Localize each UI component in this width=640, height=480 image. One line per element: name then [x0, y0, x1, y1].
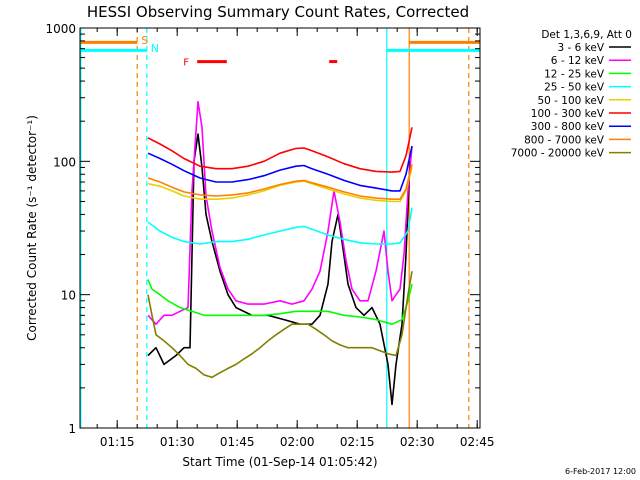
- legend-label: 25 - 50 keV: [544, 82, 605, 94]
- event-label-s: S: [141, 34, 148, 47]
- x-tick-label: 01:30: [160, 435, 195, 449]
- legend-label: 800 - 7000 keV: [524, 134, 605, 146]
- series-line-3: [147, 207, 413, 245]
- y-tick-label: 10: [61, 289, 76, 303]
- series-line-2: [147, 279, 413, 325]
- date-stamp: 6-Feb-2017 12:00: [565, 467, 636, 476]
- flare-label: F: [183, 58, 189, 69]
- plot-frame: [79, 27, 481, 429]
- x-tick-label: 02:30: [400, 435, 435, 449]
- chart-title: HESSI Observing Summary Count Rates, Cor…: [87, 3, 469, 21]
- y-tick-label: 100: [53, 155, 76, 169]
- series-line-6: [147, 145, 413, 192]
- event-label-n: N: [151, 42, 159, 55]
- x-axis-label: Start Time (01-Sep-14 01:05:42): [182, 455, 377, 469]
- legend-label: 12 - 25 keV: [544, 68, 605, 80]
- x-tick-label: 02:45: [460, 435, 495, 449]
- y-tick-label: 1000: [45, 22, 76, 36]
- series-line-5: [147, 127, 413, 173]
- x-tick-label: 02:00: [280, 435, 315, 449]
- x-tick-label: 01:45: [220, 435, 255, 449]
- series-line-8: [147, 271, 413, 379]
- legend-label: 300 - 800 keV: [531, 121, 605, 133]
- series-line-1: [147, 100, 413, 325]
- x-tick-label: 01:15: [100, 435, 135, 449]
- legend-label: 7000 - 20000 keV: [511, 148, 605, 160]
- legend-label: 50 - 100 keV: [537, 95, 604, 107]
- legend-label: 6 - 12 keV: [551, 55, 605, 67]
- series-line-7: [147, 164, 413, 200]
- y-axis-label: Corrected Count Rate (s⁻¹ detector⁻¹): [25, 115, 39, 341]
- y-tick-label: 1: [68, 422, 76, 436]
- x-tick-label: 02:15: [340, 435, 375, 449]
- legend-title: Det 1,3,6,9, Att 0: [541, 29, 632, 41]
- legend-label: 100 - 300 keV: [531, 108, 605, 120]
- legend-label: 3 - 6 keV: [557, 42, 604, 54]
